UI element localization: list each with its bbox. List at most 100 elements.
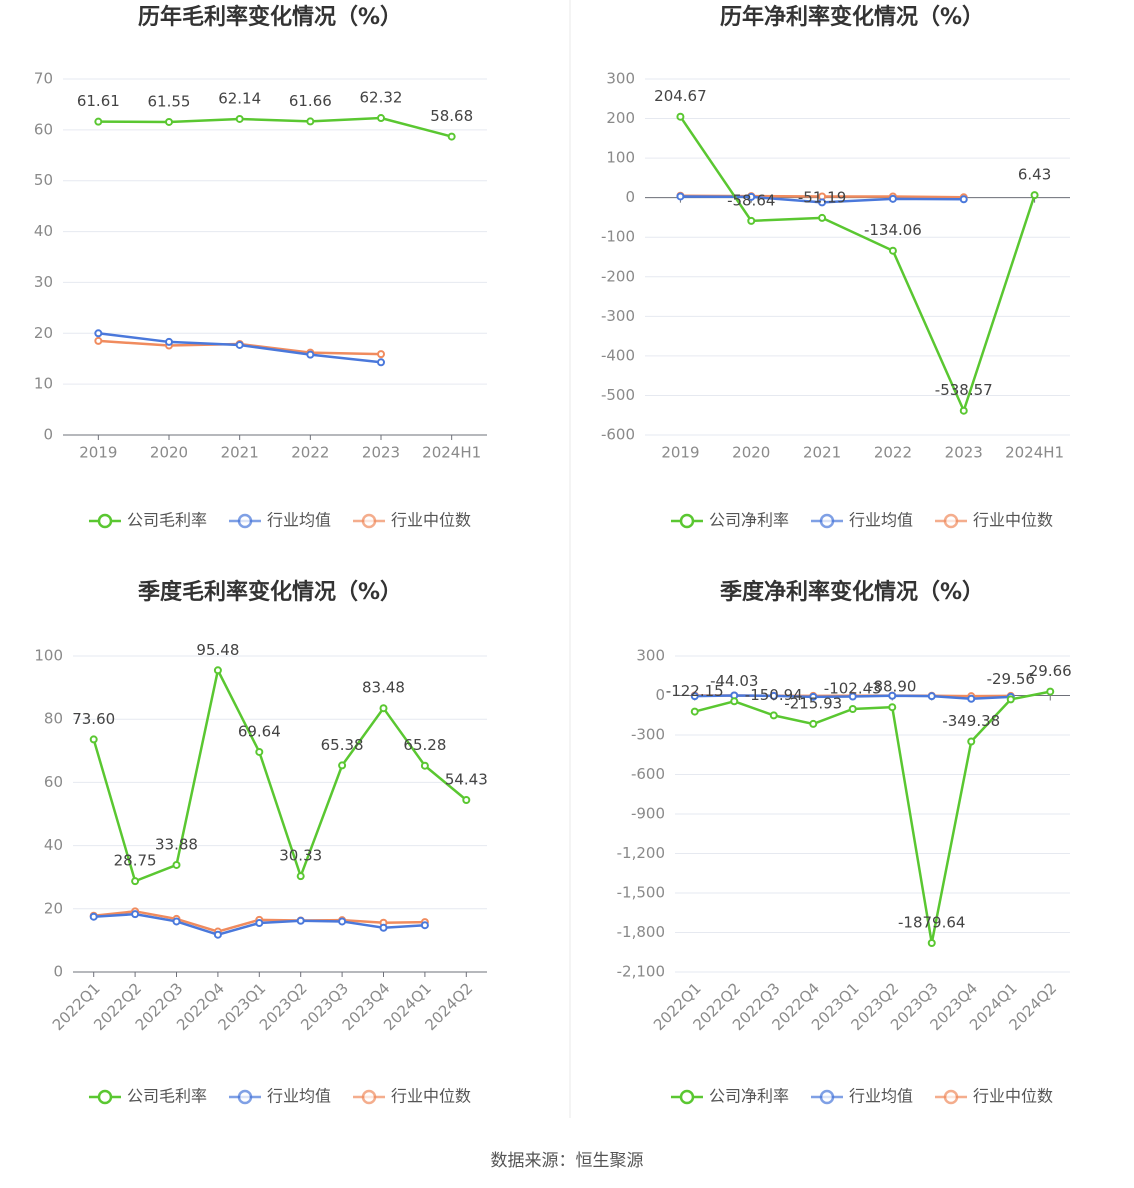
legend-label: 行业均值 bbox=[267, 511, 331, 530]
legend-icon bbox=[361, 513, 377, 529]
data-label: 29.66 bbox=[1029, 662, 1072, 680]
y-tick-label: -900 bbox=[631, 805, 665, 823]
data-point bbox=[1030, 191, 1039, 200]
data-point bbox=[235, 340, 244, 349]
y-tick-label: 50 bbox=[34, 171, 53, 189]
y-tick-label: 40 bbox=[34, 222, 53, 240]
data-point bbox=[255, 919, 264, 928]
data-point bbox=[676, 192, 685, 201]
y-tick-label: -1,200 bbox=[617, 844, 665, 862]
y-tick-label: -200 bbox=[601, 267, 635, 285]
legend: 公司净利率 行业均值 行业中位数 bbox=[670, 1087, 1053, 1106]
data-point bbox=[927, 938, 936, 947]
y-tick-label: 100 bbox=[606, 149, 635, 167]
data-point bbox=[888, 246, 897, 255]
data-label: -538.57 bbox=[935, 381, 993, 399]
data-label: -29.56 bbox=[987, 670, 1035, 688]
data-point bbox=[296, 916, 305, 925]
data-label: 30.33 bbox=[279, 847, 322, 865]
data-label: 65.38 bbox=[321, 736, 364, 754]
data-label: 6.43 bbox=[1018, 166, 1051, 184]
data-label: 61.66 bbox=[289, 92, 332, 110]
data-label: 83.48 bbox=[362, 679, 405, 697]
data-label: -51.19 bbox=[798, 188, 846, 206]
y-tick-label: -2,100 bbox=[617, 963, 665, 981]
y-tick-label: 300 bbox=[606, 70, 635, 88]
x-tick-label: 2024H1 bbox=[1005, 444, 1064, 462]
y-tick-label: 70 bbox=[34, 70, 53, 88]
legend-icon bbox=[943, 513, 959, 529]
y-tick-label: -400 bbox=[601, 346, 635, 364]
legend-label: 行业中位数 bbox=[973, 1087, 1053, 1106]
data-point bbox=[420, 921, 429, 930]
data-point bbox=[379, 704, 388, 713]
data-point bbox=[730, 697, 739, 706]
data-point bbox=[747, 216, 756, 225]
source-note: 数据来源：恒生聚源 bbox=[491, 1151, 644, 1171]
y-tick-label: 0 bbox=[625, 188, 635, 206]
x-tick-label: 2021 bbox=[221, 444, 259, 462]
data-point bbox=[379, 923, 388, 932]
y-tick-label: -600 bbox=[601, 426, 635, 444]
chart-title: 历年净利率变化情况（%） bbox=[720, 4, 984, 30]
data-point bbox=[888, 691, 897, 700]
data-label: 58.68 bbox=[430, 107, 473, 125]
legend-icon bbox=[97, 1089, 113, 1105]
data-point bbox=[131, 877, 140, 886]
data-point bbox=[769, 711, 778, 720]
data-point bbox=[235, 114, 244, 123]
data-label: 62.32 bbox=[360, 89, 403, 107]
data-label: 54.43 bbox=[445, 771, 488, 789]
legend: 公司毛利率 行业均值 行业中位数 bbox=[88, 1087, 471, 1106]
legend-label: 行业中位数 bbox=[391, 511, 471, 530]
data-point bbox=[848, 704, 857, 713]
x-tick-label: 2024H1 bbox=[422, 444, 481, 462]
data-label: 95.48 bbox=[196, 641, 239, 659]
y-tick-label: 40 bbox=[44, 836, 63, 854]
legend-label: 公司净利率 bbox=[709, 1087, 789, 1106]
legend-label: 公司毛利率 bbox=[127, 1087, 207, 1106]
y-tick-label: 30 bbox=[34, 273, 53, 291]
data-point bbox=[338, 761, 347, 770]
legend-icon bbox=[97, 513, 113, 529]
legend-label: 行业均值 bbox=[849, 1087, 913, 1106]
data-point bbox=[338, 917, 347, 926]
data-label: -122.15 bbox=[666, 682, 724, 700]
data-label: -88.90 bbox=[868, 678, 916, 696]
chart-title: 历年毛利率变化情况（%） bbox=[138, 4, 402, 30]
data-point bbox=[447, 132, 456, 141]
y-tick-label: 60 bbox=[44, 773, 63, 791]
data-point bbox=[94, 336, 103, 345]
series-line bbox=[679, 116, 1036, 415]
data-point bbox=[420, 761, 429, 770]
data-point bbox=[89, 912, 98, 921]
legend-icon bbox=[819, 1089, 835, 1105]
data-point bbox=[94, 329, 103, 338]
y-tick-label: -500 bbox=[601, 386, 635, 404]
y-tick-label: 200 bbox=[606, 109, 635, 127]
data-point bbox=[809, 719, 818, 728]
data-label: 28.75 bbox=[114, 852, 157, 870]
y-tick-label: -600 bbox=[631, 765, 665, 783]
data-label: -215.93 bbox=[784, 694, 842, 712]
data-point bbox=[676, 112, 685, 121]
y-tick-label: 10 bbox=[34, 375, 53, 393]
data-point bbox=[818, 213, 827, 222]
y-tick-label: 0 bbox=[53, 963, 63, 981]
y-tick-label: 20 bbox=[44, 899, 63, 917]
legend-icon bbox=[679, 1089, 695, 1105]
x-tick-label: 2019 bbox=[79, 444, 117, 462]
data-point bbox=[255, 747, 264, 756]
data-point bbox=[462, 796, 471, 805]
x-tick-label: 2023 bbox=[362, 444, 400, 462]
data-point bbox=[89, 735, 98, 744]
y-tick-label: -1,500 bbox=[617, 884, 665, 902]
data-point bbox=[1046, 687, 1055, 696]
data-label: 61.61 bbox=[77, 92, 120, 110]
x-tick-label: 2021 bbox=[803, 444, 841, 462]
legend-icon bbox=[819, 513, 835, 529]
data-point bbox=[94, 117, 103, 126]
data-point bbox=[809, 692, 818, 701]
data-label: -44.03 bbox=[710, 672, 758, 690]
